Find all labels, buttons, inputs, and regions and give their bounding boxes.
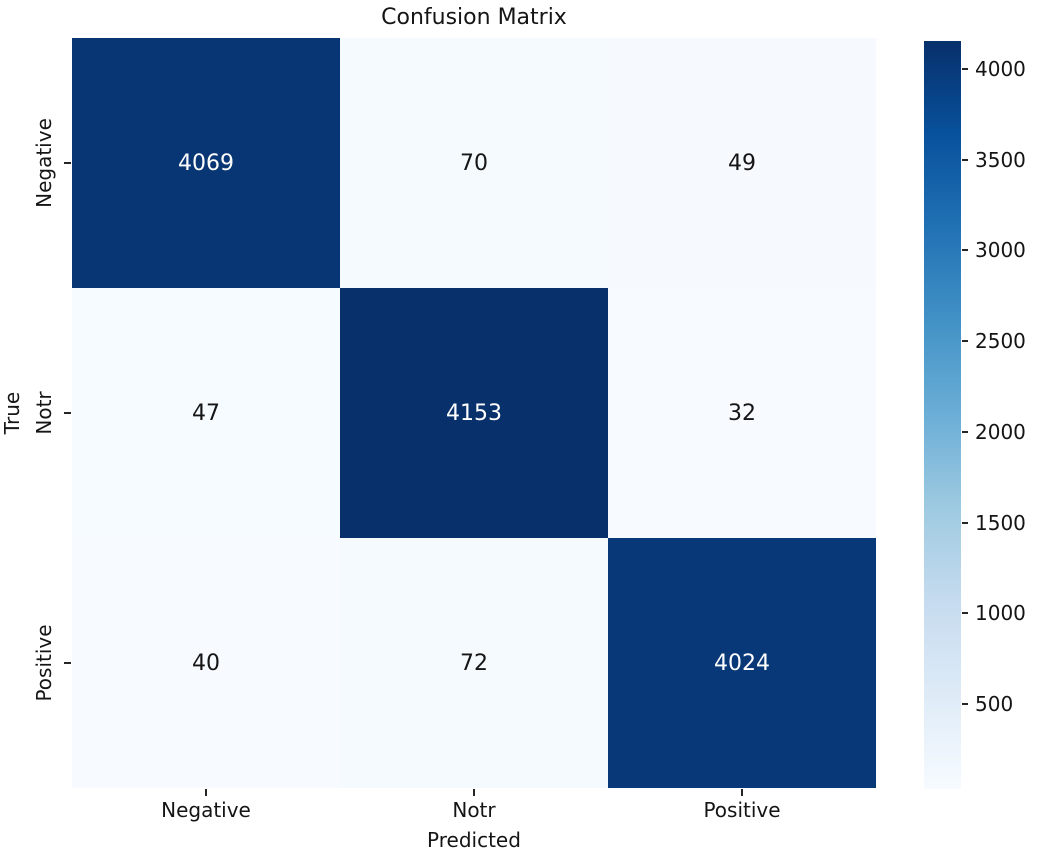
tick-mark [962,67,968,70]
heatmap-cell: 49 [608,38,876,288]
heatmap-cell: 70 [340,38,608,288]
x-tick-label: Notr [452,798,496,822]
x-axis-tick-labels: Negative Notr Positive [72,798,876,822]
colorbar-tick-label: 1500 [975,510,1026,535]
tick-mark [962,158,968,161]
colorbar-tick-label: 1000 [975,601,1026,626]
heatmap-cell: 47 [72,288,340,538]
tick-mark [962,703,968,706]
tick-mark [962,249,968,252]
chart-title: Confusion Matrix [381,5,567,30]
x-axis-label: Predicted [427,828,521,852]
y-tick-label-text: Negative [32,118,56,208]
heatmap-cell: 72 [340,538,608,788]
y-tick-label-text: Notr [32,391,56,435]
tick-mark [64,412,71,414]
heatmap-grid: 4069 70 49 47 4153 32 40 72 4024 [72,38,876,788]
heatmap-cell: 32 [608,288,876,538]
tick-mark [741,789,743,796]
colorbar-tick-label: 3000 [975,238,1026,263]
heatmap-cell: 4069 [72,38,340,288]
tick-mark [962,612,968,615]
tick-mark [205,789,207,796]
heatmap-cell: 4024 [608,538,876,788]
colorbar-tick-label: 3500 [975,147,1026,172]
tick-mark [962,430,968,433]
tick-mark [962,340,968,343]
tick-mark [64,662,71,664]
y-axis-label-text: True [0,391,24,435]
colorbar-tick-label: 2000 [975,419,1026,444]
heatmap-cell: 4153 [340,288,608,538]
y-tick-label-text: Positive [32,624,56,702]
x-tick-label: Positive [703,798,781,822]
heatmap-cell: 40 [72,538,340,788]
tick-mark [962,521,968,524]
tick-mark [473,789,475,796]
colorbar-tick-label: 2500 [975,329,1026,354]
colorbar-tick-label: 500 [975,692,1014,717]
colorbar [924,41,961,789]
x-tick-label: Negative [161,798,251,822]
tick-mark [64,162,71,164]
colorbar-tick-label: 4000 [975,56,1026,81]
